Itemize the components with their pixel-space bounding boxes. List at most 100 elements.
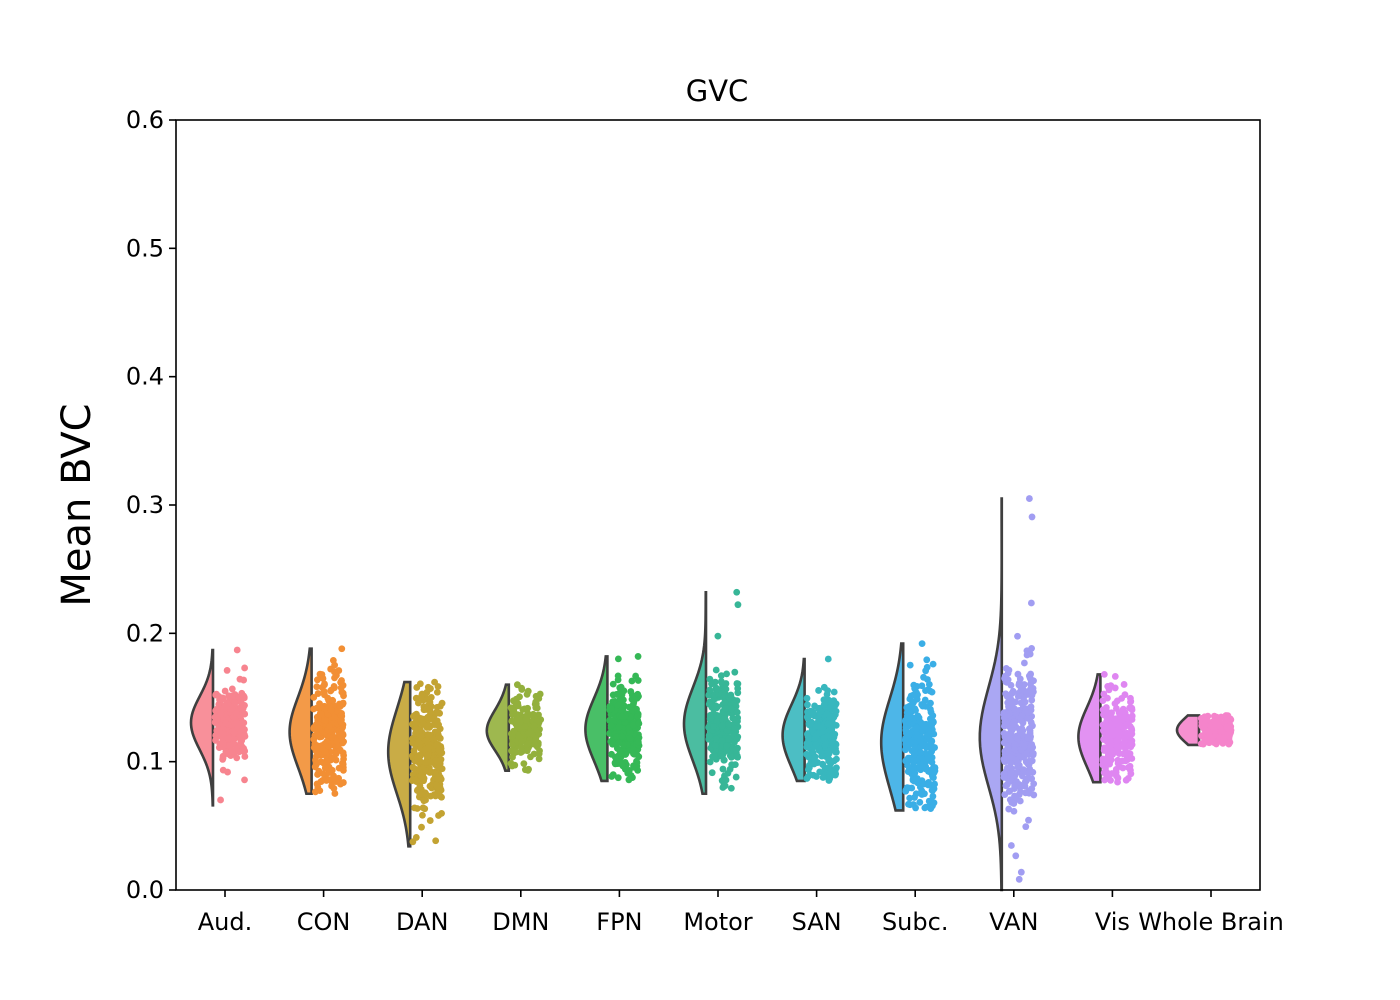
data-point (523, 740, 531, 748)
data-point (339, 759, 346, 767)
data-point (927, 699, 934, 707)
data-point (1012, 852, 1020, 860)
data-point (728, 705, 735, 713)
data-point (1011, 741, 1018, 748)
data-point (514, 716, 521, 723)
data-point (1011, 782, 1019, 790)
data-point (615, 739, 623, 747)
series-group (189, 646, 249, 807)
data-point (709, 723, 717, 730)
data-point (1225, 740, 1233, 748)
data-point (510, 697, 518, 705)
data-point (823, 691, 831, 698)
data-point (731, 717, 739, 724)
data-point (1102, 774, 1110, 782)
data-point (508, 705, 516, 713)
data-point (706, 758, 714, 766)
data-point (922, 763, 930, 771)
x-tick-label: FPN (596, 908, 642, 936)
data-point (1000, 774, 1008, 781)
y-tick-label: 0.0 (126, 876, 164, 904)
data-point (616, 684, 624, 692)
data-point (233, 709, 240, 717)
data-point (1014, 632, 1021, 640)
data-point (321, 764, 329, 772)
data-point (911, 769, 919, 777)
data-point (819, 761, 827, 769)
data-point (211, 719, 219, 726)
data-point (833, 764, 840, 772)
data-point (922, 803, 930, 811)
data-point (411, 804, 418, 812)
data-point (1025, 760, 1033, 768)
data-point (1216, 733, 1224, 741)
data-point (804, 773, 812, 780)
data-point (929, 660, 937, 668)
data-point (532, 704, 540, 712)
data-point (523, 747, 531, 755)
data-point (828, 698, 836, 706)
y-axis: 0.0 0.1 0.2 0.3 0.4 0.5 0.6 (126, 106, 176, 904)
data-point (1014, 735, 1021, 743)
x-tick-label: Subc. (882, 908, 949, 936)
data-point (234, 722, 242, 730)
y-tick-label: 0.3 (126, 491, 164, 519)
data-point (916, 737, 924, 744)
data-point (901, 736, 909, 744)
data-point (830, 688, 838, 696)
data-point (1002, 690, 1010, 698)
data-point (531, 740, 539, 748)
data-point (807, 720, 815, 727)
data-point (931, 780, 938, 788)
data-point (425, 731, 433, 739)
data-point (1025, 672, 1033, 680)
data-point (1100, 690, 1108, 698)
data-point (727, 691, 735, 699)
data-point (321, 716, 329, 724)
data-point (818, 752, 826, 760)
data-point (705, 691, 713, 699)
data-point (1017, 868, 1025, 876)
data-point (337, 712, 345, 720)
data-point (906, 794, 914, 802)
data-point (635, 720, 643, 727)
data-point (433, 688, 441, 696)
data-point (918, 640, 926, 647)
data-point (925, 728, 933, 735)
data-point (419, 804, 427, 812)
data-point (1003, 733, 1010, 741)
data-point (241, 747, 249, 755)
data-point (412, 729, 419, 737)
data-point (1001, 791, 1009, 798)
data-point (314, 771, 321, 778)
data-point (614, 774, 622, 782)
data-point (327, 706, 335, 714)
data-point (431, 678, 438, 686)
data-point (828, 732, 836, 740)
series-group (879, 640, 939, 813)
data-point (1118, 757, 1126, 765)
data-point (1000, 711, 1008, 718)
data-point (314, 783, 322, 791)
data-point (523, 713, 531, 721)
series-group (485, 681, 545, 774)
data-point (922, 687, 929, 695)
data-point (614, 672, 622, 680)
data-point (535, 750, 543, 758)
data-point (1021, 782, 1029, 790)
data-point (1024, 734, 1032, 742)
series-group (978, 495, 1038, 892)
data-point (513, 681, 521, 689)
data-point (238, 737, 246, 744)
chart-title: GVC (686, 74, 749, 108)
data-point (1028, 696, 1036, 704)
data-point (734, 601, 742, 609)
data-point (413, 754, 421, 762)
data-point (733, 588, 741, 596)
data-point (1099, 727, 1107, 735)
data-point (331, 714, 339, 721)
data-point (1007, 842, 1015, 849)
data-point (1005, 747, 1013, 755)
data-point (228, 705, 236, 713)
data-point (931, 764, 939, 772)
